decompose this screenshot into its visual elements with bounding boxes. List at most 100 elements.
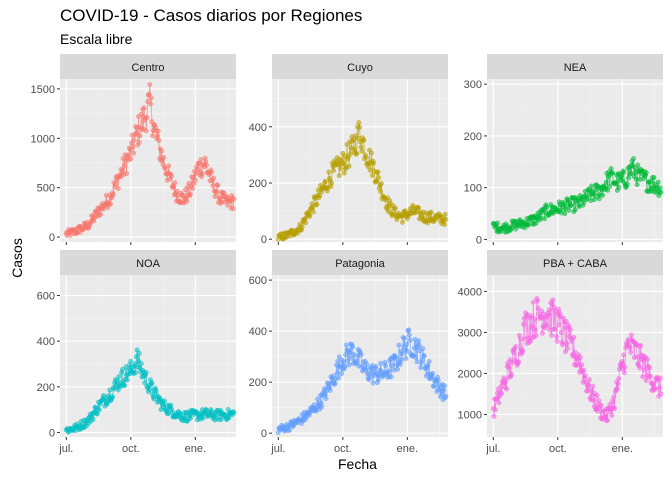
data-point (533, 332, 539, 338)
data-point (156, 138, 162, 143)
data-point (544, 204, 550, 210)
data-point (621, 169, 627, 175)
data-point (577, 355, 583, 361)
data-point (346, 163, 352, 169)
data-point (569, 338, 575, 344)
data-point (393, 356, 399, 362)
y-tick-label: 0 (261, 428, 267, 440)
data-point (616, 376, 622, 382)
data-point (215, 182, 221, 188)
data-point (532, 316, 538, 322)
data-point (343, 342, 349, 348)
data-point (560, 342, 566, 348)
facet-strip (487, 54, 663, 79)
data-point (491, 413, 497, 419)
data-point (535, 305, 541, 311)
data-point (151, 396, 157, 402)
data-point (658, 189, 664, 195)
x-tick-label: jul. (270, 443, 285, 455)
data-point (230, 206, 236, 212)
data-point (442, 222, 447, 228)
data-point (647, 373, 653, 379)
data-point (299, 224, 305, 230)
data-point (652, 386, 658, 392)
data-point (399, 219, 405, 225)
data-point (370, 380, 376, 386)
data-point (110, 192, 116, 198)
facet-strip-label: Cuyo (347, 62, 373, 74)
data-point (530, 299, 536, 305)
data-point (128, 156, 134, 162)
data-point (499, 391, 505, 397)
data-point (425, 363, 431, 369)
data-point (389, 363, 395, 369)
data-point (535, 298, 540, 304)
data-point (632, 165, 638, 171)
y-tick-label: 400 (249, 326, 267, 338)
data-point (581, 199, 587, 205)
data-point (612, 405, 618, 411)
data-point (571, 334, 577, 340)
data-point (144, 115, 150, 121)
data-point (626, 175, 632, 181)
data-point (169, 173, 174, 179)
data-point (609, 413, 615, 418)
data-point (336, 375, 342, 381)
data-point (546, 312, 552, 318)
facet-strip-label: Patagonia (335, 258, 385, 270)
data-point (516, 359, 522, 365)
data-point (354, 358, 360, 364)
data-point (592, 187, 598, 193)
data-point (96, 407, 102, 413)
data-point (335, 358, 341, 364)
data-point (322, 392, 328, 398)
y-tick-label: 100 (464, 183, 482, 195)
data-point (108, 201, 113, 207)
facet-strip-label: NEA (564, 62, 587, 74)
data-point (231, 196, 237, 202)
data-point (420, 345, 426, 351)
data-point (231, 409, 237, 415)
data-point (317, 192, 323, 198)
data-point (628, 332, 634, 338)
data-point (419, 357, 425, 363)
data-point (586, 377, 592, 383)
data-point (603, 413, 608, 419)
data-point (132, 361, 138, 367)
data-point (98, 211, 104, 217)
x-tick-label: ene. (185, 443, 206, 455)
data-point (110, 394, 116, 400)
data-point (414, 359, 420, 365)
data-point (369, 150, 375, 156)
data-point (563, 319, 569, 324)
data-point (133, 370, 139, 376)
y-tick-label: 0 (476, 234, 482, 246)
data-point (443, 393, 449, 399)
data-point (605, 187, 611, 193)
y-tick-label: 1000 (458, 409, 482, 421)
facet-panel-nea: NEA 0 100 200 300 (464, 54, 664, 246)
data-point (406, 332, 412, 338)
data-point (136, 139, 142, 145)
data-point (657, 375, 663, 381)
data-point (564, 341, 570, 347)
y-tick-label: 0 (261, 234, 267, 246)
facet-panel-centro: Centro 0 500 1000 1500 (31, 54, 237, 245)
data-point (591, 197, 597, 203)
data-point (399, 357, 405, 363)
facet-panel-pba-caba: PBA + CABA 1000 2000 3000 4000 jul. oct. ene. (458, 250, 664, 455)
data-point (643, 170, 649, 175)
data-point (332, 380, 338, 386)
data-point (586, 382, 592, 388)
data-point (550, 297, 556, 303)
data-point (371, 160, 377, 166)
data-point (634, 354, 640, 360)
data-point (579, 362, 585, 368)
data-point (329, 180, 335, 186)
data-point (338, 371, 344, 377)
data-point (133, 130, 139, 136)
data-point (346, 362, 352, 368)
data-point (634, 182, 640, 188)
data-point (378, 181, 384, 186)
